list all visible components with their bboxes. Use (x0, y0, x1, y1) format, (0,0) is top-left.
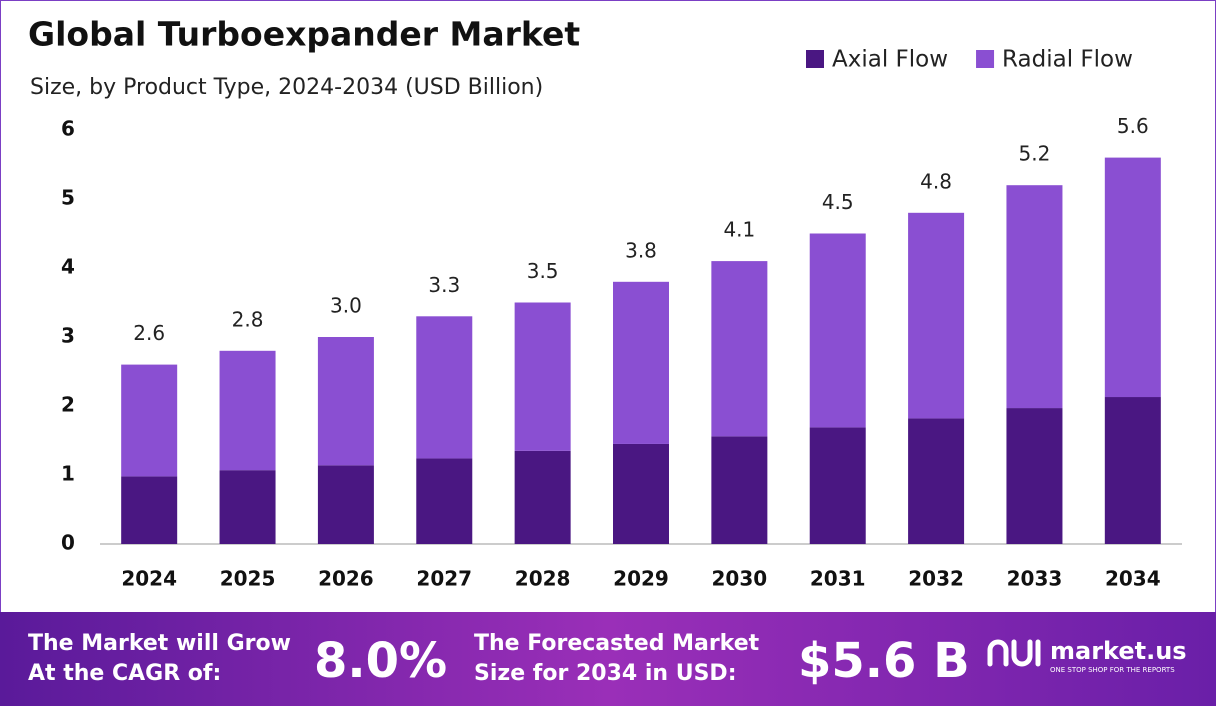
y-tick-label: 3 (61, 324, 75, 348)
total-label: 5.6 (1117, 114, 1149, 138)
forecast-text: Size for 2034 in USD: (474, 661, 737, 686)
bar-segment (121, 476, 178, 544)
footer-band (0, 612, 1216, 706)
bar-segment (809, 233, 866, 428)
chart-title: Global Turboexpander Market (28, 15, 580, 54)
total-label: 3.3 (428, 273, 460, 297)
total-label: 3.8 (625, 238, 657, 262)
chart-subtitle: Size, by Product Type, 2024-2034 (USD Bi… (30, 75, 543, 100)
x-tick-label: 2027 (416, 567, 472, 591)
bar-segment (908, 212, 965, 419)
bar-segment (317, 337, 374, 466)
total-label: 4.8 (920, 169, 952, 193)
cagr-text: At the CAGR of: (28, 661, 221, 686)
bar-segment (809, 427, 866, 544)
bar-segment (219, 470, 276, 544)
bar-segment (613, 281, 669, 444)
bar-segment (121, 364, 178, 477)
brand-logo (987, 639, 1041, 667)
bar-segment (219, 350, 276, 471)
total-label: 5.2 (1019, 142, 1051, 166)
x-tick-label: 2025 (220, 567, 276, 591)
bar-segment (711, 436, 768, 544)
forecast-text: The Forecasted Market (474, 631, 760, 656)
x-tick-label: 2034 (1105, 567, 1161, 591)
bar-segment (1006, 185, 1063, 409)
x-tick-label: 2032 (908, 567, 964, 591)
y-tick-label: 2 (61, 393, 75, 417)
x-tick-label: 2028 (515, 567, 571, 591)
cagr-value: 8.0% (314, 633, 447, 689)
bar-segment (514, 302, 571, 451)
x-tick-label: 2026 (318, 567, 374, 591)
x-tick-label: 2030 (712, 567, 768, 591)
x-tick-label: 2033 (1007, 567, 1063, 591)
legend-label: Axial Flow (832, 47, 948, 73)
total-label: 4.5 (822, 190, 854, 214)
x-tick-label: 2024 (121, 567, 177, 591)
bar-segment (1006, 408, 1063, 544)
legend-label: Radial Flow (1002, 47, 1133, 73)
total-label: 2.6 (133, 321, 165, 345)
bar-segment (1104, 397, 1161, 544)
bar-segment (514, 450, 571, 544)
total-label: 4.1 (723, 218, 755, 242)
cagr-text: The Market will Grow (28, 631, 291, 656)
bar-segment (908, 418, 965, 544)
y-tick-label: 1 (61, 462, 75, 486)
total-label: 3.0 (330, 294, 362, 318)
bar-segment (317, 465, 374, 544)
y-tick-label: 6 (61, 117, 75, 141)
forecast-value: $5.6 B (798, 633, 970, 689)
brand: market.us (1050, 637, 1187, 665)
bar-segment (416, 316, 473, 459)
y-tick-label: 4 (61, 255, 75, 279)
total-label: 3.5 (527, 259, 559, 283)
y-tick-label: 0 (61, 531, 75, 555)
x-tick-label: 2031 (810, 567, 866, 591)
total-label: 2.8 (232, 307, 264, 331)
y-tick-label: 5 (61, 186, 75, 210)
legend-swatch (806, 50, 824, 68)
legend-swatch (976, 50, 995, 68)
tagline: ONE STOP SHOP FOR THE REPORTS (1050, 666, 1175, 674)
bar-segment (1104, 157, 1161, 398)
bar-segment (416, 458, 473, 544)
bar-segment (711, 261, 768, 437)
x-tick-label: 2029 (613, 567, 669, 591)
bar-segment (613, 443, 669, 544)
